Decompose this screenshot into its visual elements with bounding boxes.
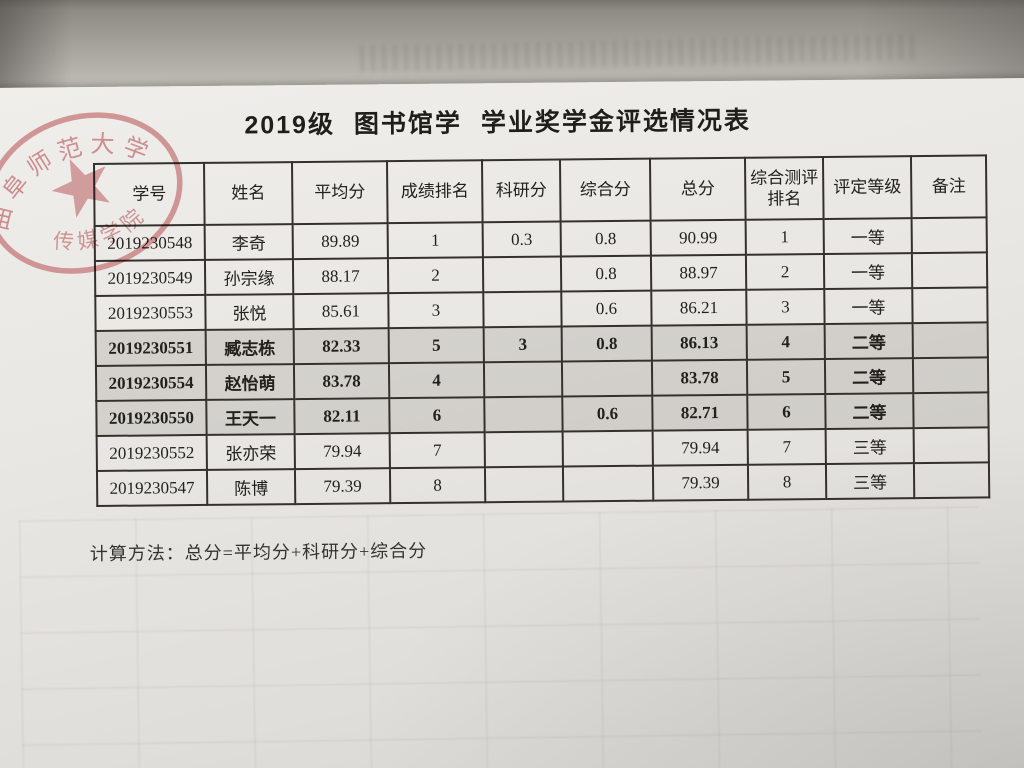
column-header-score-rank: 成绩排名 bbox=[387, 160, 483, 224]
column-header-average: 平均分 bbox=[292, 161, 388, 225]
star-icon bbox=[51, 158, 110, 218]
table-cell: 82.11 bbox=[294, 398, 390, 435]
table-cell: 0.8 bbox=[560, 220, 651, 257]
table-cell bbox=[483, 291, 562, 328]
table-cell: 2019230554 bbox=[95, 364, 207, 401]
table-cell: 3 bbox=[388, 292, 484, 329]
table-cell: 一等 bbox=[823, 218, 912, 254]
table-cell bbox=[484, 431, 563, 468]
table-cell: 8 bbox=[747, 463, 827, 500]
table-cell: 79.94 bbox=[652, 429, 748, 466]
table-cell bbox=[913, 427, 989, 464]
stamp-ring bbox=[0, 112, 183, 274]
table-row: 2019230547 陈博 79.39 8 79.39 8 三等 bbox=[96, 462, 990, 506]
table-cell bbox=[913, 392, 989, 429]
table-cell: 陈博 bbox=[206, 469, 296, 505]
table-cell: 7 bbox=[747, 428, 826, 465]
table-cell: 王天一 bbox=[206, 399, 295, 435]
table-cell: 83.78 bbox=[293, 363, 390, 400]
table-cell: 2019230551 bbox=[95, 329, 206, 366]
table-cell: 2 bbox=[745, 253, 825, 290]
table-cell: 85.61 bbox=[293, 293, 389, 330]
table-cell bbox=[561, 360, 653, 397]
scholarship-table: 学号 姓名 平均分 成绩排名 科研分 综合分 总分 综合测评排名 评定等级 备注… bbox=[93, 154, 990, 507]
table-cell: 0.8 bbox=[561, 325, 652, 362]
table-cell: 89.89 bbox=[292, 223, 388, 260]
svg-text:传媒学院: 传媒学院 bbox=[45, 199, 155, 264]
table-cell: 2 bbox=[387, 257, 484, 294]
show-through-text-smudge bbox=[359, 34, 921, 72]
table-cell: 赵怡萌 bbox=[205, 364, 295, 400]
table-cell bbox=[913, 462, 990, 499]
table-cell bbox=[911, 252, 988, 289]
table-cell: 2019230547 bbox=[96, 469, 208, 506]
table-cell bbox=[912, 322, 988, 359]
table-cell: 82.71 bbox=[652, 394, 748, 431]
table-cell: 0.8 bbox=[560, 255, 652, 292]
table-cell: 83.78 bbox=[651, 359, 748, 396]
table-cell bbox=[562, 465, 654, 502]
table-cell: 0.3 bbox=[482, 221, 561, 258]
table-cell bbox=[482, 256, 562, 293]
table-cell: 张亦荣 bbox=[206, 434, 295, 470]
table-cell: 二等 bbox=[825, 393, 914, 429]
table-cell bbox=[484, 396, 563, 433]
table-cell: 2019230553 bbox=[95, 294, 206, 331]
table-cell: 5 bbox=[388, 327, 484, 364]
table-cell: 1 bbox=[387, 222, 483, 259]
table-cell: 88.97 bbox=[650, 254, 747, 291]
document-page: 2019级 图书馆学 学业奖学金评选情况表 学号 姓名 平均分 成绩排名 科研分… bbox=[0, 78, 1024, 768]
table-cell: 79.94 bbox=[294, 433, 390, 470]
header-row: 学号 姓名 平均分 成绩排名 科研分 综合分 总分 综合测评排名 评定等级 备注 bbox=[94, 155, 987, 226]
table-cell: 2019230550 bbox=[96, 399, 207, 436]
table-cell bbox=[484, 466, 564, 503]
table-cell: 88.17 bbox=[292, 258, 389, 295]
table-cell: 二等 bbox=[824, 323, 913, 359]
column-header-total: 总分 bbox=[649, 157, 746, 221]
column-header-name: 姓名 bbox=[204, 162, 293, 225]
table-cell: 二等 bbox=[824, 358, 914, 394]
table-cell: 三等 bbox=[825, 428, 914, 464]
table-cell bbox=[912, 357, 989, 394]
table-cell: 0.6 bbox=[561, 290, 652, 327]
table-cell: 6 bbox=[389, 397, 485, 434]
show-through-grid bbox=[18, 506, 983, 768]
column-header-grade: 评定等级 bbox=[822, 156, 912, 219]
table-cell: 张悦 bbox=[205, 294, 294, 330]
table-cell: 5 bbox=[746, 358, 826, 395]
table-cell bbox=[562, 430, 653, 467]
column-header-remarks: 备注 bbox=[910, 155, 987, 219]
table-cell: 82.33 bbox=[293, 328, 389, 365]
table-cell bbox=[912, 287, 988, 324]
table-cell: 7 bbox=[389, 432, 485, 469]
table-cell: 孙宗缘 bbox=[204, 259, 294, 295]
table-cell: 0.6 bbox=[562, 395, 653, 432]
table-cell: 一等 bbox=[824, 288, 913, 324]
table-cell: 三等 bbox=[825, 463, 915, 499]
table-cell: 6 bbox=[747, 393, 826, 430]
table-cell: 79.39 bbox=[294, 468, 391, 505]
table-cell bbox=[483, 361, 563, 398]
table-cell: 臧志栋 bbox=[205, 329, 294, 365]
table-cell: 8 bbox=[389, 467, 486, 504]
table-cell: 79.39 bbox=[652, 464, 749, 501]
table-cell: 1 bbox=[745, 218, 824, 255]
column-header-comprehensive: 综合分 bbox=[559, 158, 651, 222]
table-cell bbox=[911, 217, 987, 254]
table-cell: 3 bbox=[746, 288, 825, 325]
table-cell: 86.13 bbox=[651, 324, 747, 361]
table-cell: 2019230552 bbox=[96, 434, 207, 471]
column-header-overall-rank: 综合测评排名 bbox=[744, 156, 824, 220]
column-header-research: 科研分 bbox=[481, 159, 561, 223]
table-cell: 4 bbox=[388, 362, 485, 399]
table-cell: 3 bbox=[483, 326, 562, 363]
table-cell: 一等 bbox=[823, 253, 913, 289]
table-cell: 李奇 bbox=[204, 224, 293, 260]
stamp-bottom-text: 传媒学院 bbox=[45, 199, 155, 264]
table-cell: 4 bbox=[746, 323, 825, 360]
university-stamp: 曲阜师范大学 传媒学院 bbox=[0, 112, 183, 274]
table-cell: 86.21 bbox=[651, 289, 747, 326]
table-cell: 90.99 bbox=[650, 219, 746, 256]
